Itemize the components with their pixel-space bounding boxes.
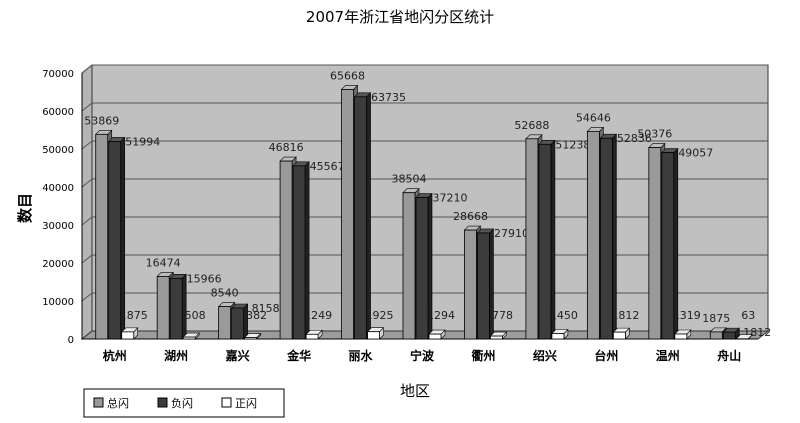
x-tick-label: 台州 <box>594 348 618 363</box>
legend-swatch <box>222 398 231 407</box>
bar-绍兴-总闪 <box>526 139 538 339</box>
x-tick-label: 湖州 <box>164 348 188 363</box>
data-label: 49057 <box>678 147 713 160</box>
bar-衢州-负闪 <box>477 233 489 339</box>
bar-台州-正闪 <box>613 332 625 339</box>
y-tick-label: 20000 <box>42 259 74 270</box>
data-label: 1875 <box>702 312 730 325</box>
bar-金华-总闪 <box>280 161 292 339</box>
y-axis-title: 数目 <box>16 193 34 223</box>
data-label: 52688 <box>514 119 549 132</box>
data-label: 37210 <box>433 192 468 205</box>
data-label: 1812 <box>611 309 639 322</box>
bar-杭州-正闪 <box>122 332 134 339</box>
x-tick-label: 温州 <box>656 349 680 363</box>
bar-衢州-正闪 <box>490 336 502 339</box>
bar-丽水-负闪 <box>355 97 367 339</box>
bar-丽水-总闪 <box>342 89 354 339</box>
bar-宁波-总闪 <box>403 193 415 339</box>
bar-嘉兴-负闪 <box>232 308 244 339</box>
y-tick-label: 40000 <box>42 183 74 194</box>
bar-舟山-负闪 <box>723 332 735 339</box>
data-label: 63735 <box>371 91 406 104</box>
data-label: 16474 <box>146 256 181 269</box>
y-tick-label: 10000 <box>42 297 74 308</box>
data-label: 778 <box>492 309 513 322</box>
legend-label: 正闪 <box>235 396 257 410</box>
bar-温州-总闪 <box>649 148 661 339</box>
data-label: 54646 <box>576 111 611 124</box>
data-label: 382 <box>246 309 267 322</box>
data-label: 15966 <box>187 272 222 285</box>
data-label: 1294 <box>427 309 455 322</box>
data-label: 50376 <box>637 128 672 141</box>
data-label: 65668 <box>330 69 365 82</box>
x-tick-label: 杭州 <box>103 348 127 363</box>
bar-宁波-正闪 <box>429 334 441 339</box>
data-label: 27910 <box>494 227 529 240</box>
bar-丽水-正闪 <box>368 332 380 339</box>
bar-湖州-正闪 <box>183 337 195 339</box>
y-tick-label: 70000 <box>42 69 74 80</box>
x-tick-label: 丽水 <box>349 348 374 363</box>
legend-label: 总闪 <box>107 396 129 410</box>
data-label: 53869 <box>84 114 119 127</box>
bar-温州-正闪 <box>675 334 687 339</box>
bar-金华-正闪 <box>306 334 318 339</box>
bar-side <box>367 93 371 339</box>
bar-嘉兴-总闪 <box>219 307 231 339</box>
legend-swatch <box>94 398 103 407</box>
chart-title: 2007年浙江省地闪分区统计 <box>306 8 494 26</box>
y-tick-label: 0 <box>68 335 74 346</box>
y-tick-label: 50000 <box>42 145 74 156</box>
bar-side <box>489 229 493 339</box>
x-tick-label: 宁波 <box>410 348 435 363</box>
x-tick-label: 金华 <box>286 348 311 363</box>
x-tick-label: 衢州 <box>471 348 495 363</box>
data-label: 508 <box>185 309 206 322</box>
data-label: 1319 <box>673 309 701 322</box>
bar-湖州-总闪 <box>157 276 169 339</box>
bar-舟山-总闪 <box>710 332 722 339</box>
bar-湖州-负闪 <box>170 278 182 339</box>
data-label: 45567 <box>310 160 345 173</box>
bar-绍兴-正闪 <box>552 333 564 339</box>
data-label: 1875 <box>120 309 148 322</box>
data-label: 1925 <box>366 309 394 322</box>
data-label: 8540 <box>211 287 239 300</box>
data-label: 51238 <box>555 138 590 151</box>
x-tick-label: 舟山 <box>717 348 741 363</box>
y-tick-label: 30000 <box>42 221 74 232</box>
data-label: 51994 <box>125 135 160 148</box>
data-label: 46816 <box>269 141 304 154</box>
bar-衢州-总闪 <box>464 230 476 339</box>
data-label: 1249 <box>304 309 332 322</box>
bar-嘉兴-正闪 <box>245 338 257 339</box>
legend-swatch <box>158 398 167 407</box>
data-label: 63 <box>741 309 755 322</box>
bar-台州-总闪 <box>587 131 599 339</box>
x-tick-label: 嘉兴 <box>225 348 250 363</box>
legend-label: 负闪 <box>171 396 193 410</box>
data-label: 1450 <box>550 309 578 322</box>
y-tick-label: 60000 <box>42 107 74 118</box>
bar-杭州-总闪 <box>96 134 108 339</box>
data-label: 38504 <box>392 173 427 186</box>
bar-side <box>182 274 186 339</box>
x-tick-label: 绍兴 <box>533 348 557 363</box>
x-axis-title: 地区 <box>400 382 430 400</box>
data-label: 28668 <box>453 210 488 223</box>
